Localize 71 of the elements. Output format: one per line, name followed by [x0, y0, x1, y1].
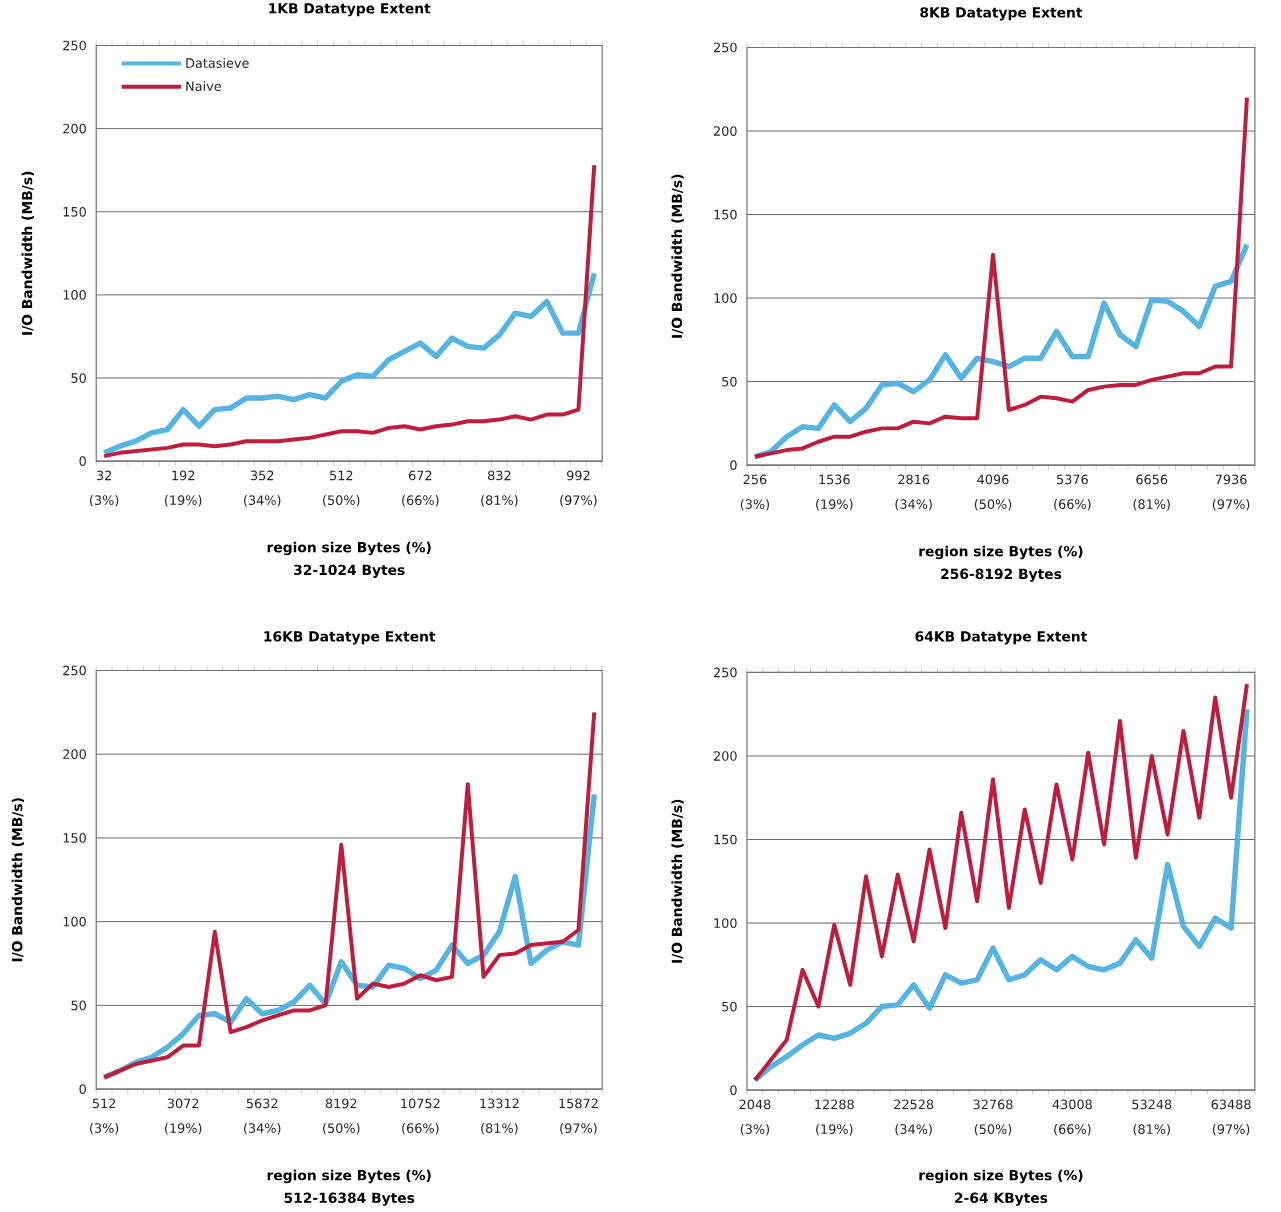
- y-tick-label: 50: [722, 1001, 737, 1012]
- y-tick-label: 50: [71, 373, 86, 383]
- text: 512-16384 Bytes: [284, 1192, 415, 1206]
- y-tick-label: 150: [63, 206, 86, 217]
- x-tick-label: 672 (66%): [402, 470, 439, 507]
- y-axis-title: I/O Bandwidth (MB/s): [671, 799, 684, 963]
- text: 2-64 KBytes: [955, 1192, 1048, 1206]
- y-tick-label: 250: [63, 665, 86, 676]
- text: 256-8192 Bytes: [941, 568, 1062, 582]
- x-tick-label: 32768 (50%): [973, 1099, 1013, 1136]
- y-tick-label: 200: [63, 123, 86, 134]
- y-axis-title: I/O Bandwidth (MB/s): [11, 798, 25, 962]
- y-tick-label: 150: [714, 209, 737, 220]
- x-tick-label: 2816 (34%): [895, 474, 932, 511]
- y-tick-label: 100: [714, 918, 737, 928]
- x-tick-label: 12288 (19%): [815, 1099, 854, 1136]
- chart-title: 1KB Datatype Extent: [269, 3, 431, 17]
- y-tick-label: 200: [713, 126, 737, 136]
- x-axis-title: region size Bytes (%): [919, 1169, 1083, 1184]
- x-tick-label: 352 (34%): [244, 470, 281, 507]
- x-tick-label: 6656 (81%): [1133, 474, 1170, 511]
- x-tick-label: 5632 (34%): [244, 1098, 281, 1135]
- y-tick-label: 0: [730, 1085, 737, 1095]
- y-tick-label: 50: [71, 1000, 86, 1011]
- x-tick-label: 53248 (81%): [1132, 1099, 1172, 1136]
- y-tick-label: 200: [63, 749, 86, 760]
- x-tick-label: 4096 (50%): [974, 474, 1012, 511]
- x-tick-label: 3072 (19%): [164, 1098, 202, 1135]
- text: 32-1024 Bytes: [294, 564, 405, 578]
- chart-title: 16KB Datatype Extent: [264, 631, 436, 645]
- x-tick-label: 63488 (97%): [1211, 1099, 1251, 1136]
- x-tick-label: 992 (97%): [560, 470, 597, 507]
- x-tick-label: 512 (50%): [323, 470, 360, 507]
- y-tick-label: 0: [79, 1084, 86, 1094]
- y-tick-label: 250: [713, 42, 737, 53]
- y-axis-title: I/O Bandwidth (MB/s): [671, 174, 684, 338]
- x-tick-label: 7936 (97%): [1212, 474, 1250, 511]
- y-tick-label: 100: [63, 289, 86, 300]
- y-tick-label: 0: [79, 456, 86, 466]
- x-tick-label: 2048 (3%): [739, 1099, 771, 1136]
- legend-label: Naive: [186, 81, 221, 91]
- x-tick-label: 15872 (97%): [559, 1098, 598, 1135]
- y-tick-label: 50: [722, 376, 737, 387]
- y-tick-label: 200: [713, 751, 737, 761]
- x-tick-label: 512 (3%): [90, 1098, 119, 1135]
- line-series: [752, 95, 1249, 459]
- y-tick-label: 150: [714, 834, 737, 845]
- y-tick-label: 150: [63, 833, 86, 843]
- y-tick-label: 0: [730, 460, 737, 470]
- y-tick-label: 100: [63, 916, 86, 927]
- x-axis-title: region size Bytes (%): [267, 541, 431, 556]
- y-tick-label: 250: [713, 667, 737, 678]
- x-tick-label: 8192 (50%): [323, 1098, 360, 1135]
- x-tick-label: 192 (19%): [164, 470, 202, 507]
- x-tick-label: 22528 (34%): [894, 1099, 934, 1136]
- y-axis-title: I/O Bandwidth (MB/s): [21, 171, 34, 335]
- x-tick-label: 32 (3%): [90, 470, 119, 507]
- legend-label: Datasieve: [186, 57, 249, 68]
- x-tick-label: 13312 (81%): [480, 1098, 519, 1135]
- x-tick-label: 256 (3%): [740, 474, 770, 511]
- x-axis-title: region size Bytes (%): [919, 545, 1083, 560]
- x-tick-label: 5376 (66%): [1054, 474, 1091, 511]
- x-tick-label: 832 (81%): [481, 470, 518, 507]
- x-tick-label: 43008 (66%): [1052, 1099, 1092, 1136]
- x-axis-title: region size Bytes (%): [267, 1169, 431, 1184]
- x-tick-label: 10752 (66%): [401, 1098, 440, 1135]
- chart-title: 8KB Datatype Extent: [920, 7, 1083, 21]
- y-tick-label: 250: [63, 40, 86, 51]
- y-tick-label: 100: [714, 293, 737, 303]
- x-tick-label: 1536 (19%): [816, 474, 853, 511]
- chart-title: 64KB Datatype Extent: [915, 631, 1087, 645]
